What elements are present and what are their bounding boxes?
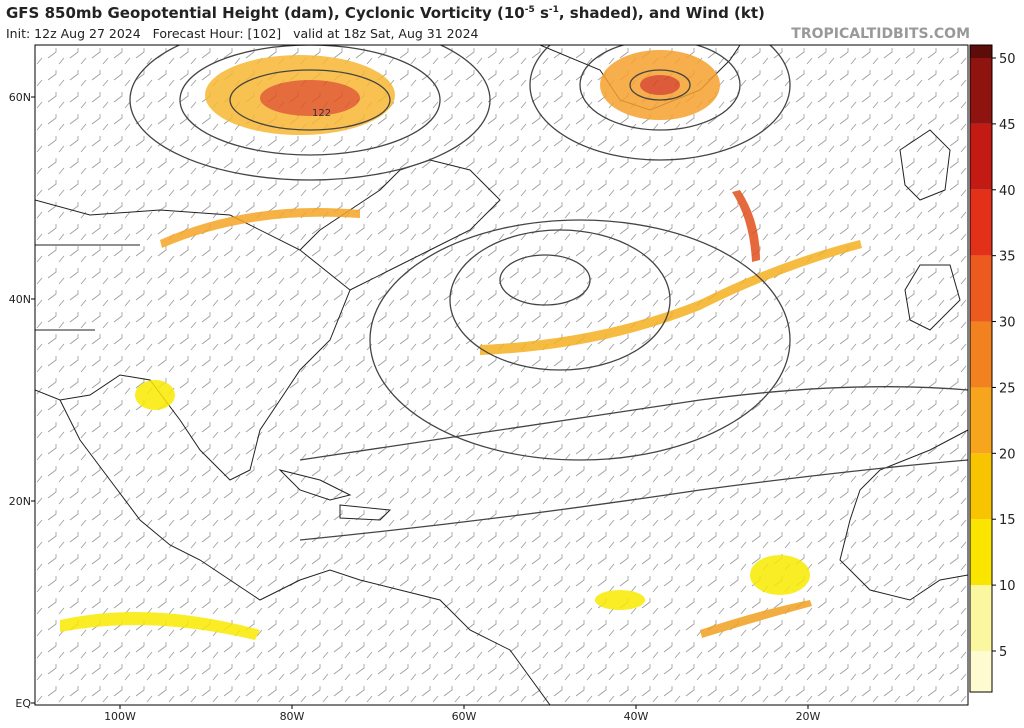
- colorbar-segment: [970, 453, 992, 520]
- colorbar-segment: [970, 123, 992, 190]
- title: GFS 850mb Geopotential Height (dam), Cyc…: [6, 4, 765, 22]
- colorbar-label: 5: [999, 645, 1007, 660]
- subtitle: Init: 12z Aug 27 2024 Forecast Hour: [10…: [6, 26, 479, 41]
- colorbar-label: 35: [999, 250, 1016, 265]
- lon-label: 20W: [796, 710, 821, 723]
- lon-label: 60W: [452, 710, 477, 723]
- lon-label: 40W: [624, 710, 649, 723]
- colorbar-label: 10: [999, 579, 1016, 594]
- height-contours: [129, 45, 968, 541]
- colorbar-segment: [970, 189, 992, 256]
- colorbar-segment: [970, 519, 992, 586]
- lon-label: 80W: [280, 710, 305, 723]
- map-frame: [34, 44, 969, 706]
- colorbar-label: 40: [999, 184, 1016, 199]
- lat-label: 40N: [9, 293, 31, 306]
- lat-label: 20N: [9, 495, 31, 508]
- lat-label: EQ: [15, 697, 31, 710]
- colorbar-label: 45: [999, 118, 1016, 133]
- map: 122: [35, 45, 968, 705]
- colorbar-segment: [970, 321, 992, 388]
- colorbar-segment: [970, 651, 992, 692]
- colorbar-segment: [970, 58, 992, 124]
- colorbar-label: 15: [999, 513, 1016, 528]
- colorbar-label: 30: [999, 316, 1016, 331]
- colorbar-segment: [970, 255, 992, 322]
- colorbar-label: 50: [999, 52, 1016, 67]
- lon-label: 100W: [104, 710, 136, 723]
- colorbar: 5 10 15 20 25 30 35 40 45 50: [969, 44, 1016, 693]
- vorticity-shading: [60, 50, 862, 640]
- colorbar-label: 25: [999, 381, 1016, 396]
- coastlines: [35, 45, 968, 705]
- watermark: TROPICALTIDBITS.COM: [791, 26, 970, 42]
- colorbar-label: 20: [999, 447, 1016, 462]
- colorbar-segment: [970, 45, 992, 58]
- colorbar-segment: [970, 585, 992, 651]
- wind-barbs: [35, 45, 968, 705]
- map-axes: 60N 40N 20N EQ 100W 80W 60W 40W 20W: [9, 91, 821, 723]
- colorbar-frame: [969, 44, 993, 693]
- lat-label: 60N: [9, 91, 31, 104]
- colorbar-segment: [970, 387, 992, 454]
- contour-label: 122: [312, 108, 331, 119]
